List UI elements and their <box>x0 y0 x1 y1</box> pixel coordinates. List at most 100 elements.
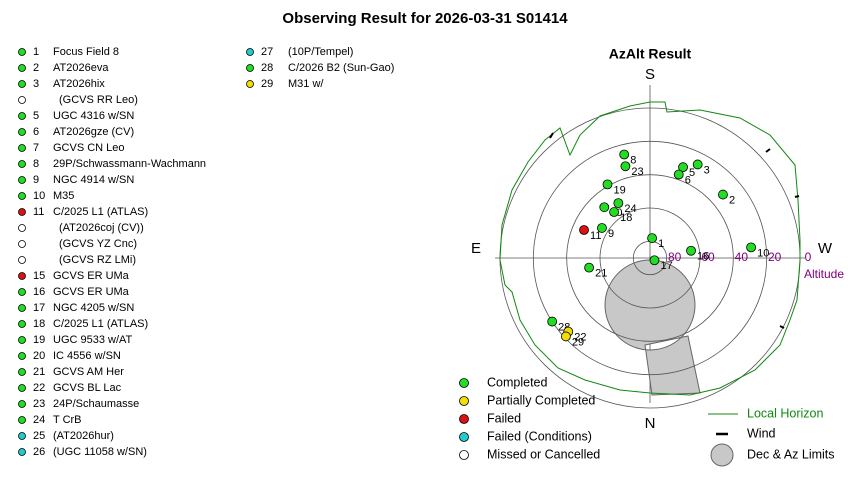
compass-label: S <box>645 66 655 83</box>
target-number: 28 <box>261 62 273 74</box>
status-dot <box>18 224 26 232</box>
status-dot <box>18 112 26 120</box>
point-label: 24 <box>624 203 636 215</box>
target-name: M31 w/ <box>288 78 324 90</box>
limits-key <box>710 443 734 467</box>
point-label: 1 <box>658 238 664 250</box>
target-number: 24 <box>33 414 45 426</box>
target-number: 1 <box>33 46 39 58</box>
point-label: 23 <box>631 166 643 178</box>
target-number: 10 <box>33 190 45 202</box>
status-dot <box>18 432 26 440</box>
point-label: 5 <box>689 167 695 179</box>
target-number: 11 <box>33 206 44 218</box>
target-number: 6 <box>33 126 39 138</box>
target-number: 19 <box>33 334 45 346</box>
status-dot <box>18 320 26 328</box>
compass-label: W <box>818 240 833 257</box>
point-label: 29 <box>572 336 584 348</box>
target-name: (GCVS RZ LMi) <box>59 254 136 266</box>
page-title: Observing Result for 2026-03-31 S01414 <box>282 10 568 27</box>
target-number: 3 <box>33 78 39 90</box>
legend-label: Missed or Cancelled <box>487 447 600 461</box>
target-point <box>609 207 619 217</box>
altitude-label: 20 <box>768 250 782 264</box>
point-label: 17 <box>660 260 672 272</box>
target-name: 29P/Schwassmann-Wachmann <box>53 158 206 170</box>
altitude-label: 60 <box>701 250 715 264</box>
target-number: 16 <box>33 286 45 298</box>
target-name: T CrB <box>53 414 82 426</box>
target-number: 5 <box>33 110 39 122</box>
status-dot <box>18 144 26 152</box>
altitude-ring <box>566 174 734 342</box>
altitude-ring <box>599 207 701 309</box>
target-number: 7 <box>33 142 39 154</box>
altitude-label: 40 <box>735 250 749 264</box>
point-label: 10 <box>757 247 769 259</box>
status-dot <box>18 64 26 72</box>
point-label: 2 <box>729 194 735 206</box>
target-number: 9 <box>33 174 39 186</box>
status-dot <box>18 208 26 216</box>
target-point <box>547 316 558 327</box>
target-point <box>613 198 624 209</box>
status-dot <box>18 80 26 88</box>
polar-plot <box>495 85 805 409</box>
target-name: (10P/Tempel) <box>288 46 353 58</box>
status-dot <box>18 416 26 424</box>
status-dot <box>18 240 26 248</box>
target-name: 24P/Schaumasse <box>53 398 139 410</box>
target-point <box>649 255 660 266</box>
target-number: 2 <box>33 62 39 74</box>
point-label: 8 <box>630 154 636 166</box>
point-label: 11 <box>590 230 601 242</box>
target-point <box>620 161 631 172</box>
status-dot <box>459 378 469 388</box>
point-label: 3 <box>704 164 710 176</box>
compass-label: N <box>645 415 656 432</box>
status-dot <box>18 192 26 200</box>
target-point <box>619 149 630 160</box>
target-name: AT2026eva <box>53 62 109 74</box>
target-point <box>718 189 728 200</box>
legend-label: Dec & Az Limits <box>747 447 835 461</box>
legend-label: Partially Completed <box>487 393 595 407</box>
target-number: 22 <box>33 382 45 394</box>
right-legend: Local Horizon Wind Dec & Az Limits <box>708 406 835 467</box>
target-name: (AT2026coj (CV)) <box>59 222 144 234</box>
target-name: GCVS AM Her <box>53 366 124 378</box>
target-name: UGC 4316 w/SN <box>53 110 134 122</box>
target-name: C/2026 B2 (Sun-Gao) <box>288 62 394 74</box>
point-label: 6 <box>685 174 691 186</box>
target-point <box>692 159 703 170</box>
target-name: (GCVS YZ Cnc) <box>59 238 137 250</box>
target-name: (AT2026hur) <box>53 430 114 442</box>
target-name: M35 <box>53 190 74 202</box>
altitude-label: 80 <box>668 250 682 264</box>
target-number: 17 <box>33 302 45 314</box>
target-number: 23 <box>33 398 45 410</box>
status-dot <box>18 304 26 312</box>
target-name: (GCVS RR Leo) <box>59 94 138 106</box>
status-dot <box>246 48 254 56</box>
plot-title: AzAlt Result <box>609 46 692 62</box>
status-dot <box>18 160 26 168</box>
point-label: 19 <box>614 184 626 196</box>
status-dot <box>18 368 26 376</box>
status-dot <box>18 336 26 344</box>
status-dot <box>18 96 26 104</box>
status-dot <box>18 448 26 456</box>
point-label: 18 <box>620 212 632 224</box>
target-name: (UGC 11058 w/SN) <box>53 446 147 458</box>
target-point <box>584 262 594 273</box>
target-number: 29 <box>261 78 273 90</box>
target-number: 26 <box>33 446 45 458</box>
point-label: 21 <box>595 268 607 280</box>
status-dot <box>459 450 469 460</box>
target-number: 20 <box>33 350 45 362</box>
target-point <box>579 225 589 235</box>
status-dot <box>246 80 254 88</box>
wind-marks <box>549 132 800 329</box>
